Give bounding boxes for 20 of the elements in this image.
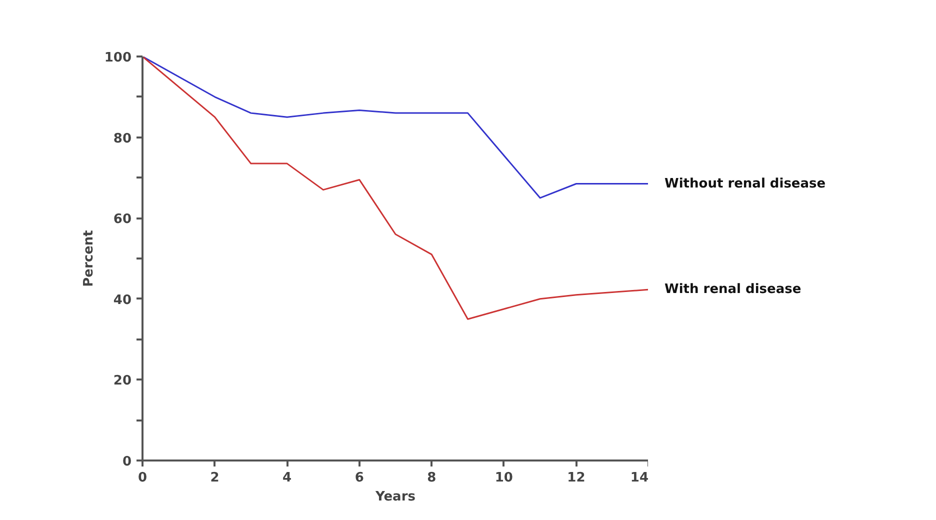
- x-tick-label: 10: [494, 470, 513, 486]
- x-tick-label: 8: [427, 470, 436, 486]
- y-tick-label: 100: [104, 50, 132, 66]
- y-axis-title: Percent: [81, 230, 96, 287]
- y-tick-label: 40: [113, 292, 132, 308]
- y-tick-label: 80: [113, 131, 132, 146]
- y-tick-label: 20: [113, 374, 132, 389]
- x-axis-title: Years: [374, 490, 416, 504]
- y-tick-label: 0: [122, 454, 132, 470]
- series-label: With renal disease: [664, 282, 802, 298]
- x-tick-label: 14: [630, 470, 649, 486]
- x-tick-label: 0: [138, 470, 148, 486]
- line-series: [142, 56, 648, 320]
- x-tick-label: 6: [354, 470, 364, 486]
- series-label: Without renal disease: [664, 176, 826, 192]
- x-tick-label: 12: [567, 470, 586, 486]
- x-tick-label: 4: [282, 470, 292, 486]
- line-series: [142, 56, 648, 199]
- x-tick-label: 2: [210, 470, 220, 486]
- y-tick-label: 60: [113, 212, 132, 228]
